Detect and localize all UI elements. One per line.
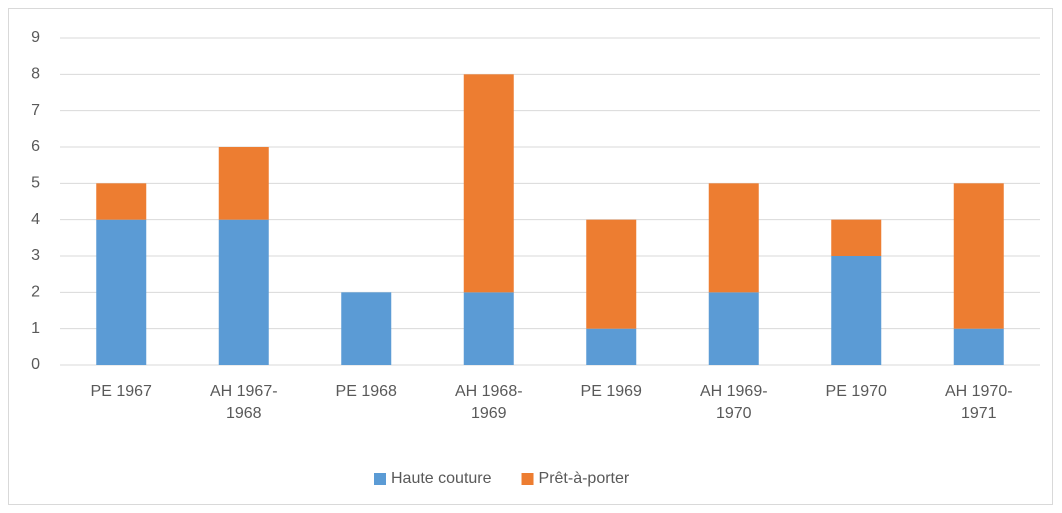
legend-swatch [374,473,386,485]
y-tick-label: 2 [31,284,40,301]
bar-segment [708,292,759,365]
bar-segment [96,183,147,220]
bar-segment [586,219,637,329]
bar-segment [708,183,759,293]
bar-segment [586,328,637,365]
y-tick-label: 3 [31,247,40,264]
y-tick-label: 4 [31,211,40,228]
y-tick-label: 7 [31,102,40,119]
x-tick-label: AH 1967-1968 [209,383,278,422]
x-tick-label: PE 1969 [580,383,642,400]
legend-label: Haute couture [391,470,492,487]
bar-segment [953,328,1004,365]
bar-segment [953,183,1004,329]
x-tick-label: PE 1970 [825,383,887,400]
bar-segment [831,256,882,365]
y-tick-label: 6 [31,138,40,155]
bar-segment [341,292,392,365]
legend-label: Prêt-à-porter [539,470,630,487]
y-tick-label: 1 [31,320,40,337]
bar-segment [831,219,882,256]
legend-swatch [521,473,534,485]
y-tick-label: 8 [31,66,40,83]
bar-segment [218,219,269,365]
bar-segment [463,292,514,365]
bar-segment [218,147,269,220]
x-tick-label: AH 1970-1971 [944,383,1013,422]
y-tick-label: 0 [31,356,40,373]
x-tick-label: PE 1968 [335,383,397,400]
bar-segment [463,74,514,293]
x-tick-label: PE 1967 [90,383,152,400]
bar-segment [96,219,147,365]
x-tick-label: AH 1968-1969 [454,383,523,422]
y-tick-label: 9 [31,29,40,46]
y-tick-label: 5 [31,175,40,192]
x-tick-label: AH 1969-1970 [699,383,768,422]
